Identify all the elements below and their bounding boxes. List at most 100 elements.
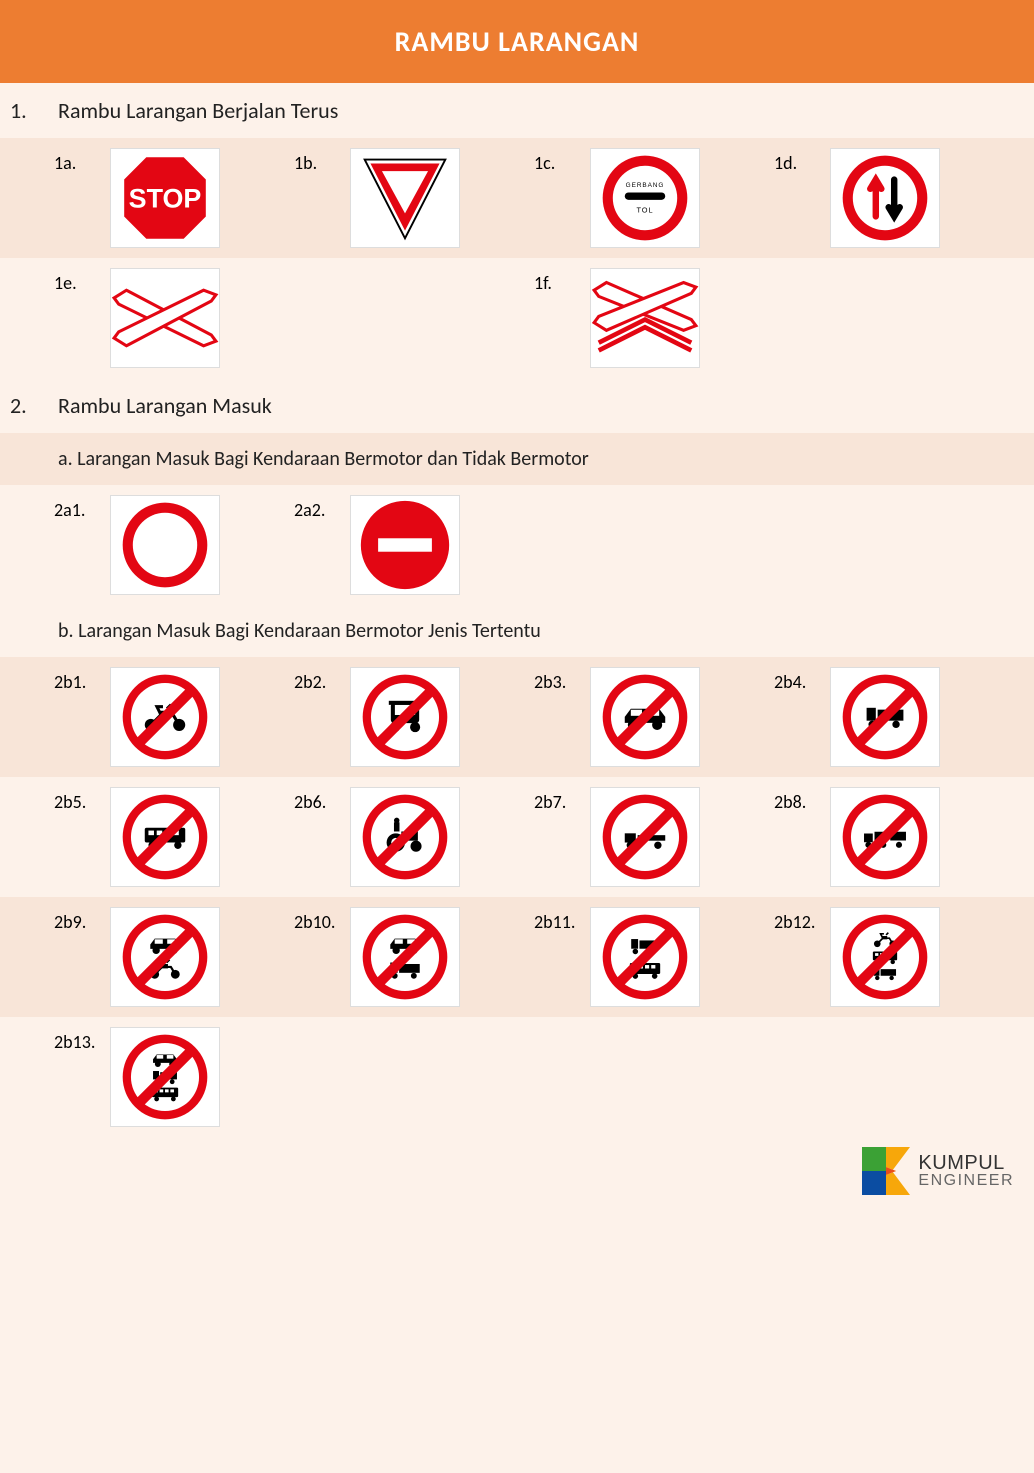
- sign-label: 2b12.: [774, 907, 822, 933]
- sign-cell: 2b7.: [528, 783, 768, 891]
- sign-cell: 1e.: [48, 264, 288, 372]
- sign-cell: 2b2.: [288, 663, 528, 771]
- no-bajaj-icon: [350, 667, 460, 767]
- sign-label: [774, 495, 822, 499]
- section-2b-row-3: 2b13.: [0, 1017, 1034, 1137]
- no-motor-bus-truck-icon: [830, 907, 940, 1007]
- brand-line2: ENGINEER: [918, 1173, 1014, 1188]
- sign-label: 2b3.: [534, 667, 582, 693]
- no-entry-bar-icon: [350, 495, 460, 595]
- sign-cell: [288, 1023, 528, 1131]
- sign-label: 2b10.: [294, 907, 342, 933]
- section-2a-title: a. Larangan Masuk Bagi Kendaraan Bermoto…: [0, 433, 1034, 485]
- section-2a-row-0: 2a1. 2a2.: [0, 485, 1034, 605]
- sign-label: [294, 1027, 342, 1031]
- no-entry-ring-icon: [110, 495, 220, 595]
- priority-oncoming-icon: [830, 148, 940, 248]
- sign-cell: 2b11.: [528, 903, 768, 1011]
- sign-cell: 2b12.: [768, 903, 1008, 1011]
- sign-label: [534, 495, 582, 499]
- svg-text:TOL: TOL: [637, 206, 654, 215]
- sign-label: 2b5.: [54, 787, 102, 813]
- footer: KUMPUL ENGINEER: [0, 1137, 1034, 1215]
- sign-label: [534, 1027, 582, 1031]
- sign-cell: [288, 264, 528, 372]
- no-truck-icon: [830, 667, 940, 767]
- no-car-truck-bus-icon: [110, 1027, 220, 1127]
- section-1-header: 1. Rambu Larangan Berjalan Terus: [0, 83, 1034, 138]
- no-trailer-icon: [590, 787, 700, 887]
- sign-cell: 2b1.: [48, 663, 288, 771]
- svg-text:STOP: STOP: [129, 184, 202, 214]
- sign-label: 1d.: [774, 148, 822, 174]
- sign-cell: 1f.: [528, 264, 768, 372]
- section-2-num: 2.: [6, 392, 46, 419]
- cross-double-icon: [590, 268, 700, 368]
- gerbang-tol-icon: GERBANG TOL: [590, 148, 700, 248]
- sign-cell: 1c. GERBANG TOL: [528, 144, 768, 252]
- sign-cell: 2b4.: [768, 663, 1008, 771]
- sign-label: 2b9.: [54, 907, 102, 933]
- sign-label: 2b11.: [534, 907, 582, 933]
- sign-cell: 1a. STOP: [48, 144, 288, 252]
- sign-cell: 2b8.: [768, 783, 1008, 891]
- section-1-title: Rambu Larangan Berjalan Terus: [46, 97, 338, 124]
- brand-line1: KUMPUL: [918, 1154, 1014, 1173]
- sign-label: 2b2.: [294, 667, 342, 693]
- section-2-header: 2. Rambu Larangan Masuk: [0, 378, 1034, 433]
- no-long-trailer-icon: [830, 787, 940, 887]
- sign-label: 2b7.: [534, 787, 582, 813]
- no-truck-bus-icon: [590, 907, 700, 1007]
- cross-single-icon: [110, 268, 220, 368]
- svg-text:GERBANG: GERBANG: [626, 182, 665, 189]
- sign-label: 2b1.: [54, 667, 102, 693]
- sign-label: 1a.: [54, 148, 102, 174]
- no-car-truck-icon: [350, 907, 460, 1007]
- section-1-row-0: 1a. STOP 1b. 1c. GERBANG TOL 1d.: [0, 138, 1034, 258]
- sign-cell: 1d.: [768, 144, 1008, 252]
- sign-label: 2b6.: [294, 787, 342, 813]
- no-tractor-icon: [350, 787, 460, 887]
- sign-label: 2b4.: [774, 667, 822, 693]
- brand-text: KUMPUL ENGINEER: [918, 1154, 1014, 1188]
- sign-cell: 2a1.: [48, 491, 288, 599]
- sign-cell: [768, 1023, 1008, 1131]
- sign-cell: [768, 264, 1008, 372]
- no-car-icon: [590, 667, 700, 767]
- section-2b-title: b. Larangan Masuk Bagi Kendaraan Bermoto…: [0, 605, 1034, 657]
- sign-cell: 2b13.: [48, 1023, 288, 1131]
- sign-label: 1c.: [534, 148, 582, 174]
- sign-cell: 2b9.: [48, 903, 288, 1011]
- sign-label: 2b8.: [774, 787, 822, 813]
- section-1-num: 1.: [6, 97, 46, 124]
- sign-cell: 2a2.: [288, 491, 528, 599]
- sign-label: 1b.: [294, 148, 342, 174]
- sign-label: 2b13.: [54, 1027, 102, 1053]
- sign-label: 2a1.: [54, 495, 102, 521]
- yield-icon: [350, 148, 460, 248]
- sign-label: [774, 1027, 822, 1031]
- section-2-title: Rambu Larangan Masuk: [46, 392, 272, 419]
- no-car-motor-icon: [110, 907, 220, 1007]
- page-header: RAMBU LARANGAN: [0, 0, 1034, 83]
- no-bus-icon: [110, 787, 220, 887]
- sign-label: 1e.: [54, 268, 102, 294]
- sign-label: 1f.: [534, 268, 582, 294]
- sign-cell: 2b5.: [48, 783, 288, 891]
- page-title: RAMBU LARANGAN: [395, 24, 640, 59]
- brand-logo-icon: [862, 1147, 910, 1195]
- sign-cell: 2b10.: [288, 903, 528, 1011]
- section-2b-row-0: 2b1. 2b2. 2b3. 2b4.: [0, 657, 1034, 777]
- sign-cell: [768, 491, 1008, 599]
- sign-cell: [528, 491, 768, 599]
- sign-label: 2a2.: [294, 495, 342, 521]
- sign-label: [294, 268, 342, 272]
- no-motorcycle-icon: [110, 667, 220, 767]
- section-2b-row-1: 2b5. 2b6. 2b7. 2b8.: [0, 777, 1034, 897]
- section-2b-row-2: 2b9. 2b10. 2b11. 2b12.: [0, 897, 1034, 1017]
- sign-cell: [528, 1023, 768, 1131]
- section-1-row-1: 1e. 1f.: [0, 258, 1034, 378]
- sign-cell: 1b.: [288, 144, 528, 252]
- sign-cell: 2b6.: [288, 783, 528, 891]
- sign-label: [774, 268, 822, 272]
